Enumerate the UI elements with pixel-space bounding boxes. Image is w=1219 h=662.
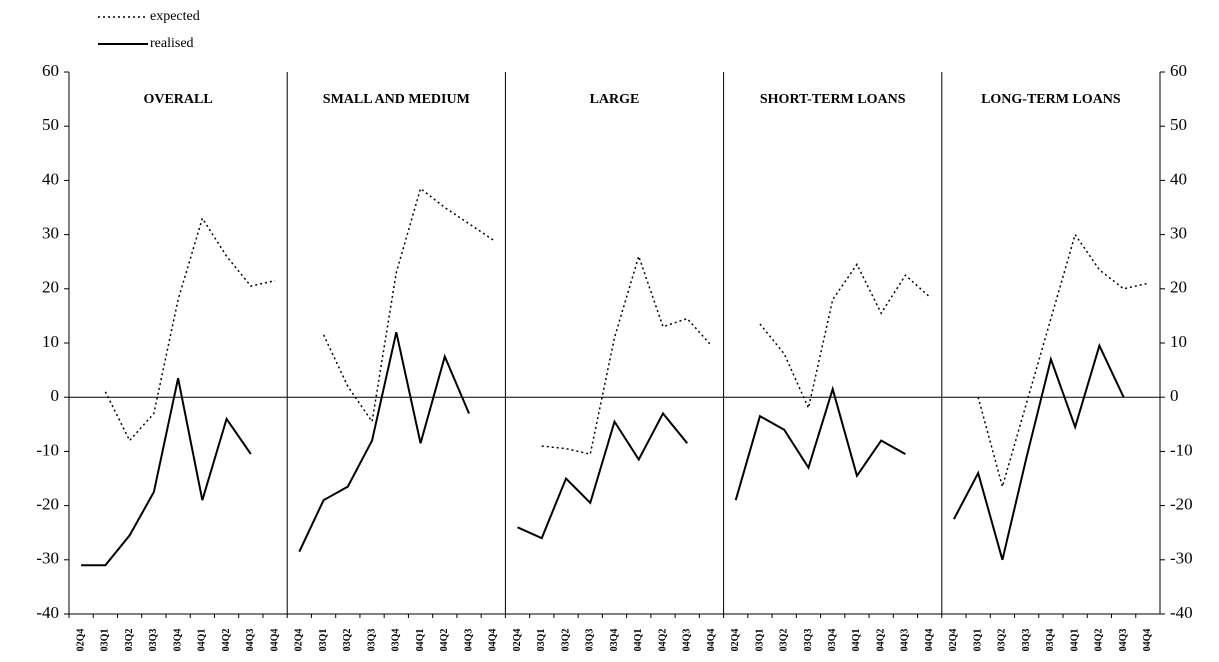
x-tick-label: 03Q4	[391, 629, 402, 652]
x-tick-label: 03Q3	[148, 629, 159, 652]
x-tick-label: 03Q2	[560, 629, 571, 652]
legend-label: realised	[150, 36, 194, 51]
x-tick-label: 02Q4	[730, 629, 741, 652]
y-tick-label: 50	[42, 115, 59, 134]
x-tick-label: 03Q4	[609, 629, 620, 652]
y2-tick-label: 10	[1170, 332, 1187, 351]
x-tick-label: 04Q2	[1094, 629, 1105, 652]
series-line	[104, 216, 276, 442]
y2-tick-label: 50	[1170, 115, 1187, 134]
x-tick-label: 03Q1	[100, 629, 111, 652]
x-tick-label: 04Q4	[706, 629, 717, 652]
y-tick-label: 60	[42, 61, 59, 80]
x-tick-label: 04Q2	[221, 629, 232, 652]
x-tick-label: 03Q4	[827, 629, 838, 652]
x-tick-label: 04Q4	[1142, 629, 1153, 652]
x-tick-label: 04Q1	[1069, 629, 1080, 652]
panel-title: OVERALL	[143, 92, 212, 107]
y-tick-label: 40	[42, 169, 59, 188]
x-tick-label: 04Q1	[197, 629, 208, 652]
x-tick-label: 04Q3	[1118, 629, 1129, 652]
series-line	[541, 253, 713, 456]
panel-title: SHORT-TERM LOANS	[760, 92, 906, 107]
x-tick-label: 04Q1	[851, 629, 862, 652]
x-tick-label: 03Q2	[124, 629, 135, 652]
x-tick-label: 03Q2	[997, 629, 1008, 652]
x-tick-label: 03Q3	[366, 629, 377, 652]
x-tick-label: 04Q3	[245, 629, 256, 652]
series-line	[759, 262, 931, 411]
y2-tick-label: 30	[1170, 224, 1187, 243]
x-tick-label: 04Q3	[900, 629, 911, 652]
series-line	[953, 342, 1125, 561]
y2-tick-label: -10	[1170, 440, 1193, 459]
y-tick-label: 20	[42, 278, 59, 297]
x-tick-label: 03Q4	[1045, 629, 1056, 652]
x-tick-label: 03Q3	[1021, 629, 1032, 652]
x-tick-label: 03Q1	[972, 629, 983, 652]
x-tick-label: 03Q1	[318, 629, 329, 652]
y2-tick-label: -20	[1170, 495, 1193, 514]
series-line	[517, 411, 689, 540]
x-tick-label: 03Q1	[754, 629, 765, 652]
y-tick-label: -20	[36, 495, 59, 514]
y2-tick-label: 40	[1170, 169, 1187, 188]
x-tick-label: 04Q4	[269, 629, 280, 652]
panel-title: LONG-TERM LOANS	[981, 92, 1121, 107]
y-tick-label: 0	[51, 386, 60, 405]
x-tick-label: 04Q2	[875, 629, 886, 652]
x-tick-label: 03Q3	[585, 629, 596, 652]
x-tick-label: 04Q4	[488, 629, 499, 652]
x-tick-label: 04Q2	[657, 629, 668, 652]
x-tick-label: 04Q1	[633, 629, 644, 652]
y-tick-label: 30	[42, 224, 59, 243]
series-line	[81, 378, 252, 567]
series-line	[977, 232, 1149, 490]
x-tick-label: 02Q4	[512, 629, 523, 652]
x-tick-label: 02Q4	[948, 629, 959, 652]
x-tick-label: 04Q2	[439, 629, 450, 652]
x-tick-label: 03Q2	[342, 629, 353, 652]
panel-title: SMALL AND MEDIUM	[323, 92, 470, 107]
y2-tick-label: 20	[1170, 278, 1187, 297]
x-tick-label: 02Q4	[75, 629, 86, 652]
y-tick-label: -10	[36, 440, 59, 459]
series-line	[298, 331, 470, 553]
series-line	[734, 385, 906, 501]
x-tick-label: 03Q4	[172, 629, 183, 652]
panel-title: LARGE	[590, 92, 640, 107]
y2-tick-label: -40	[1170, 603, 1193, 622]
y-tick-label: 10	[42, 332, 59, 351]
x-tick-label: 03Q3	[803, 629, 814, 652]
y2-tick-label: 0	[1170, 386, 1179, 405]
x-tick-label: 03Q2	[779, 629, 790, 652]
x-tick-label: 04Q3	[463, 629, 474, 652]
x-tick-label: 02Q4	[294, 629, 305, 652]
x-tick-label: 04Q4	[924, 629, 935, 652]
x-tick-label: 03Q1	[536, 629, 547, 652]
y2-tick-label: 60	[1170, 61, 1187, 80]
x-tick-label: 04Q1	[415, 629, 426, 652]
y2-tick-label: -30	[1170, 549, 1193, 568]
legend-label: expected	[150, 9, 200, 24]
y-tick-label: -40	[36, 603, 59, 622]
y-tick-label: -30	[36, 549, 59, 568]
x-tick-label: 04Q3	[682, 629, 693, 652]
